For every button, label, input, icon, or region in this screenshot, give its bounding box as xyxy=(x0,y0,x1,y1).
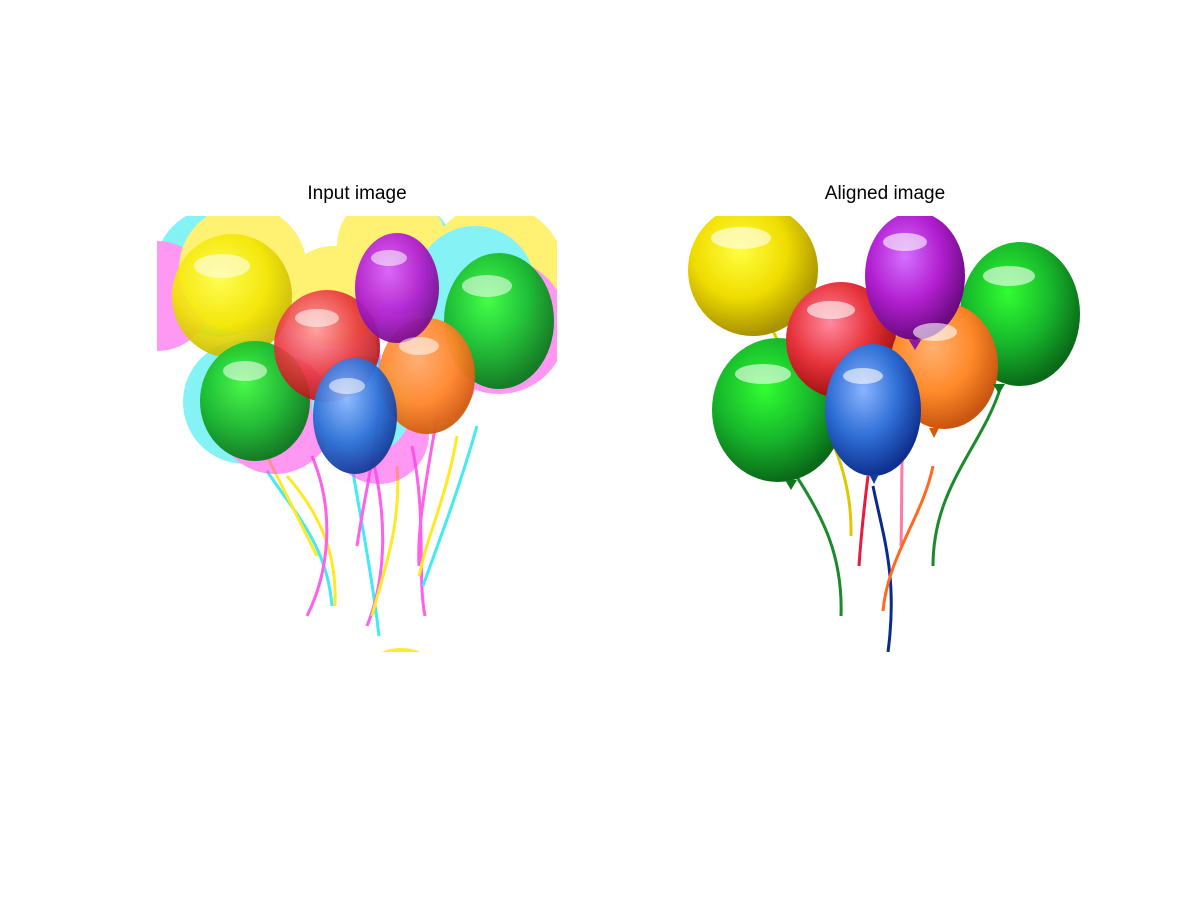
aligned-image xyxy=(688,216,1080,652)
input-image xyxy=(157,216,557,652)
aligned-image-panel: Aligned image xyxy=(683,180,1087,652)
aligned-image-title: Aligned image xyxy=(824,183,946,204)
input-image-title: Input image xyxy=(307,183,407,204)
input-image-panel: Input image xyxy=(157,180,557,652)
